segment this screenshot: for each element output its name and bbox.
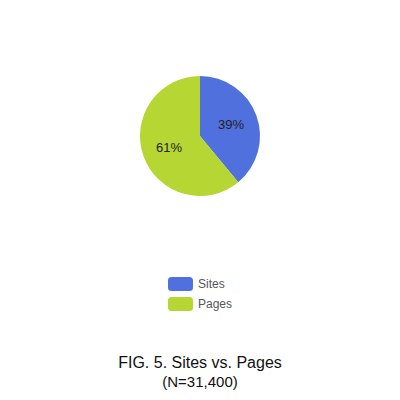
svg-text:Sites: Sites bbox=[198, 277, 225, 291]
svg-text:(N=31,400): (N=31,400) bbox=[162, 373, 237, 390]
svg-text:Pages: Pages bbox=[198, 297, 232, 311]
svg-text:61%: 61% bbox=[156, 140, 182, 155]
svg-text:FIG. 5. Sites vs. Pages: FIG. 5. Sites vs. Pages bbox=[118, 354, 282, 371]
svg-text:39%: 39% bbox=[218, 117, 244, 132]
